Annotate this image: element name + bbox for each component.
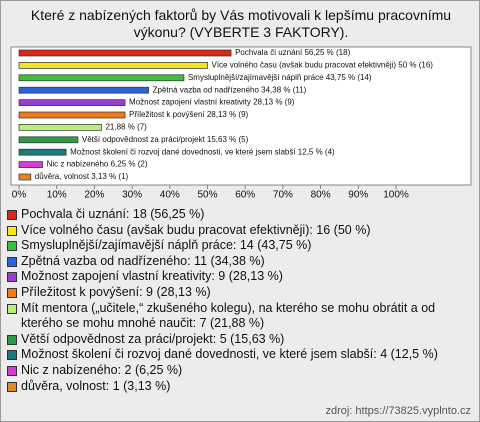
legend-item: Možnost školení či rozvoj dané dovednost… — [7, 347, 475, 363]
legend-item: Možnost zapojení vlastní kreativity: 9 (… — [7, 269, 475, 285]
value-label: Možnost školení či rozvoj dané dovednost… — [70, 147, 335, 156]
value-label: Více volného času (avšak budu pracovat e… — [212, 61, 434, 70]
bar — [18, 99, 126, 106]
legend-label: Příležitost k povýšení: 9 (28,13 %) — [21, 284, 211, 299]
legend-swatch — [7, 287, 17, 298]
legend: Pochvala či uznání: 18 (56,25 %) Více vol… — [7, 207, 475, 394]
legend-swatch — [7, 334, 17, 345]
legend-item: Nic z nabízeného: 2 (6,25 %) — [7, 363, 475, 379]
bar — [18, 74, 185, 82]
legend-label: Mít mentora („učitele,“ zkušeného kolegu… — [21, 300, 436, 331]
source: zdroj: https://73825.vyplnto.cz — [325, 405, 471, 417]
legend-swatch — [7, 381, 17, 392]
legend-swatch — [7, 272, 17, 283]
legend-item: Větší odpovědnost za práci/projekt: 5 (1… — [7, 332, 475, 348]
x-tick-label: 80% — [311, 190, 331, 201]
legend-item: Smysluplnější/zajímavější náplň práce: 1… — [7, 238, 475, 254]
legend-label: Větší odpovědnost za práci/projekt: 5 (1… — [21, 331, 285, 346]
legend-item: Zpětná vazba od nadřízeného: 11 (34,38 %… — [7, 254, 475, 270]
value-label: Příležitost k povýšení 28,13 % (9) — [129, 110, 249, 119]
legend-item: Mít mentora („učitele,“ zkušeného kolegu… — [7, 301, 475, 332]
bar — [18, 86, 149, 94]
value-label: důvěra, volnost 3,13 % (1) — [35, 172, 129, 181]
legend-label: Možnost zapojení vlastní kreativity: 9 (… — [21, 269, 283, 284]
legend-swatch — [7, 303, 17, 314]
x-tick-label: 40% — [160, 190, 180, 201]
legend-item: Pochvala či uznání: 18 (56,25 %) — [7, 207, 475, 223]
bar — [18, 136, 79, 144]
legend-swatch — [7, 350, 17, 361]
value-label: Větší odpovědnost za práci/projekt 15,63… — [82, 135, 249, 144]
x-tick-label: 60% — [235, 190, 255, 201]
legend-swatch — [7, 256, 17, 267]
x-tick-label: 30% — [122, 190, 142, 201]
bar — [18, 62, 208, 69]
chart: 0% 10% 20% 30% 40% 50% 60% 70% 80% 90% 100% Pochval… — [10, 46, 472, 201]
bar — [18, 111, 126, 119]
bar — [18, 49, 232, 57]
x-tick-label: 70% — [273, 190, 293, 201]
legend-label: důvěra, volnost: 1 (3,13 %) — [21, 378, 171, 393]
bar — [18, 124, 102, 131]
x-tick-label: 10% — [47, 190, 67, 201]
value-label: Nic z nabízeného 6,25 % (2) — [47, 160, 148, 169]
legend-label: Možnost školení či rozvoj dané dovednost… — [21, 347, 438, 362]
legend-item: důvěra, volnost: 1 (3,13 %) — [7, 379, 475, 395]
x-tick-label: 50% — [197, 190, 217, 201]
legend-label: Nic z nabízeného: 2 (6,25 %) — [21, 362, 183, 377]
legend-label: Zpětná vazba od nadřízeného: 11 (34,38 %… — [21, 253, 265, 268]
value-label: 21,88 % (7) — [105, 123, 147, 132]
x-tick-label: 0% — [12, 190, 27, 201]
value-label: Smysluplnější/zajímavější náplň práce 43… — [188, 73, 372, 82]
legend-label: Více volného času (avšak budu pracovat e… — [21, 222, 371, 237]
legend-item: Více volného času (avšak budu pracovat e… — [7, 223, 475, 239]
legend-swatch — [7, 241, 17, 252]
value-label: Zpětná vazba od nadřízeného 34,38 % (11) — [153, 85, 307, 94]
bar — [18, 173, 32, 181]
value-label: Pochvala či uznání 56,25 % (18) — [235, 48, 351, 57]
chart-title: Které z nabízených faktorů by Vás motivo… — [30, 7, 452, 40]
legend-label: Smysluplnější/zajímavější náplň práce: 1… — [21, 238, 312, 253]
legend-swatch — [7, 365, 17, 376]
bar — [18, 161, 43, 168]
legend-swatch — [7, 225, 17, 236]
legend-label: Pochvala či uznání: 18 (56,25 %) — [21, 207, 205, 221]
x-tick-label: 100% — [383, 190, 409, 201]
x-tick-label: 20% — [84, 190, 104, 201]
value-label: Možnost zapojení vlastní kreativity 28,1… — [129, 98, 295, 107]
legend-swatch — [7, 210, 17, 220]
legend-item: Příležitost k povýšení: 9 (28,13 %) — [7, 285, 475, 301]
bar — [18, 148, 67, 156]
x-tick-label: 90% — [348, 190, 368, 201]
